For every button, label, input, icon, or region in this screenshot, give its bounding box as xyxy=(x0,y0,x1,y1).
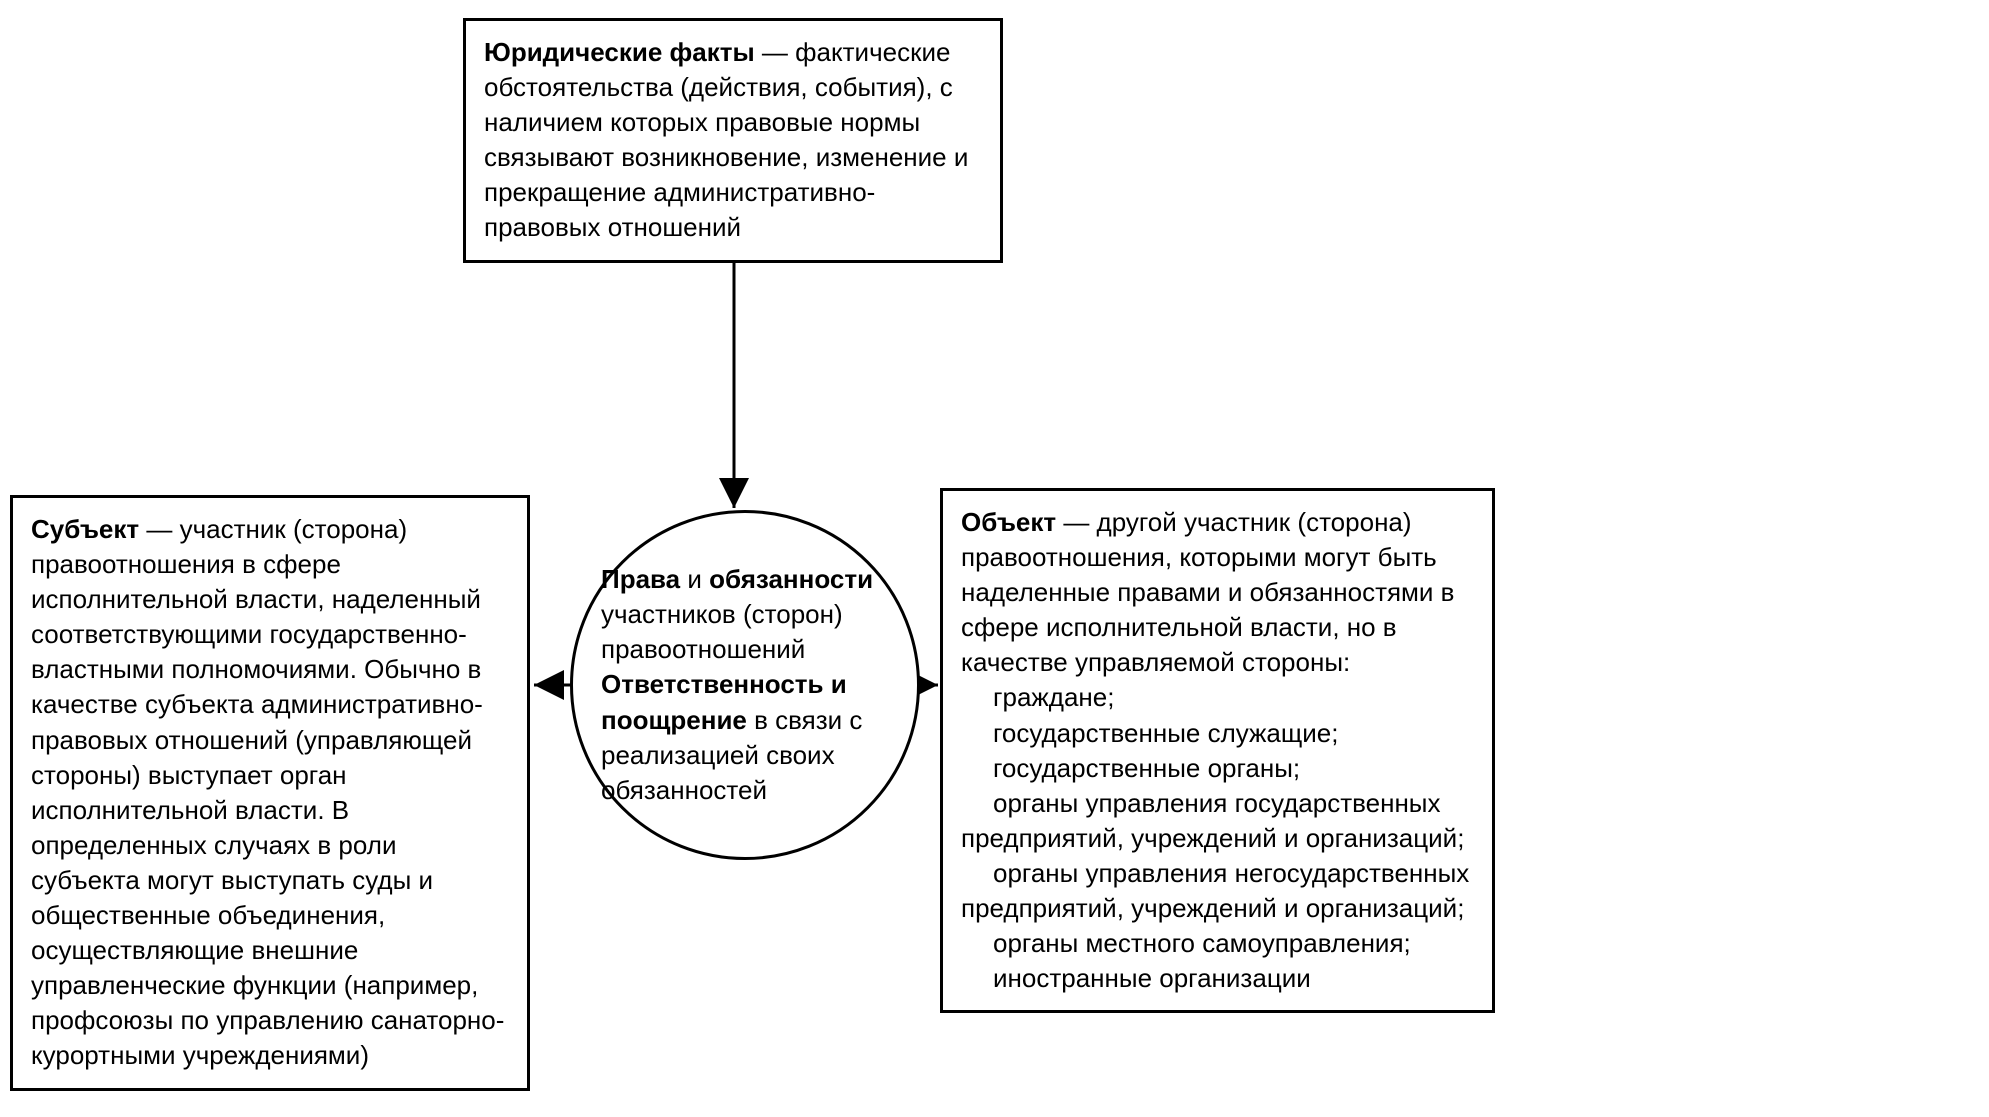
node-object-item-1: государственные служащие; xyxy=(961,716,1474,751)
node-subject-body: — участник (сторона) правоотношения в сф… xyxy=(31,514,504,1070)
node-object: Объект — другой участник (сторона) право… xyxy=(940,488,1495,1013)
node-rights-duties: Права и обязанности участников (сторон) … xyxy=(570,510,920,860)
node-object-item-6: иностранные организации xyxy=(961,961,1474,996)
node-object-item-4-text: органы управления негосударственных пред… xyxy=(961,858,1469,923)
node-legal-facts-body: — фактические обстоятельства (действия, … xyxy=(484,37,968,242)
node-subject: Субъект — участник (сторона) правоотноше… xyxy=(10,495,530,1091)
circle-line3: Ответственность и поощрение в связи с ре… xyxy=(601,667,889,807)
circle-line1: Права и обязанности xyxy=(601,562,889,597)
node-object-item-2: государственные органы; xyxy=(961,751,1474,786)
circle-line1-b: и xyxy=(680,564,709,594)
node-object-item-3: органы управления государственных предпр… xyxy=(961,786,1474,856)
node-object-item-3-text: органы управления государственных предпр… xyxy=(961,788,1464,853)
node-object-item-5: органы местного самоуправления; xyxy=(961,926,1474,961)
circle-line1-a: Права xyxy=(601,564,680,594)
node-object-item-4: органы управления негосударственных пред… xyxy=(961,856,1474,926)
node-object-intro-wrap: Объект — другой участник (сторона) право… xyxy=(961,505,1474,680)
node-object-title: Объект xyxy=(961,507,1056,537)
node-legal-facts: Юридические факты — фактические обстояте… xyxy=(463,18,1003,263)
node-subject-title: Субъект xyxy=(31,514,139,544)
circle-line1-c: обязанности xyxy=(709,564,873,594)
node-legal-facts-title: Юридические факты xyxy=(484,37,755,67)
circle-line2: участников (сторон) правоотношений xyxy=(601,597,889,667)
node-object-item-0: граждане; xyxy=(961,680,1474,715)
